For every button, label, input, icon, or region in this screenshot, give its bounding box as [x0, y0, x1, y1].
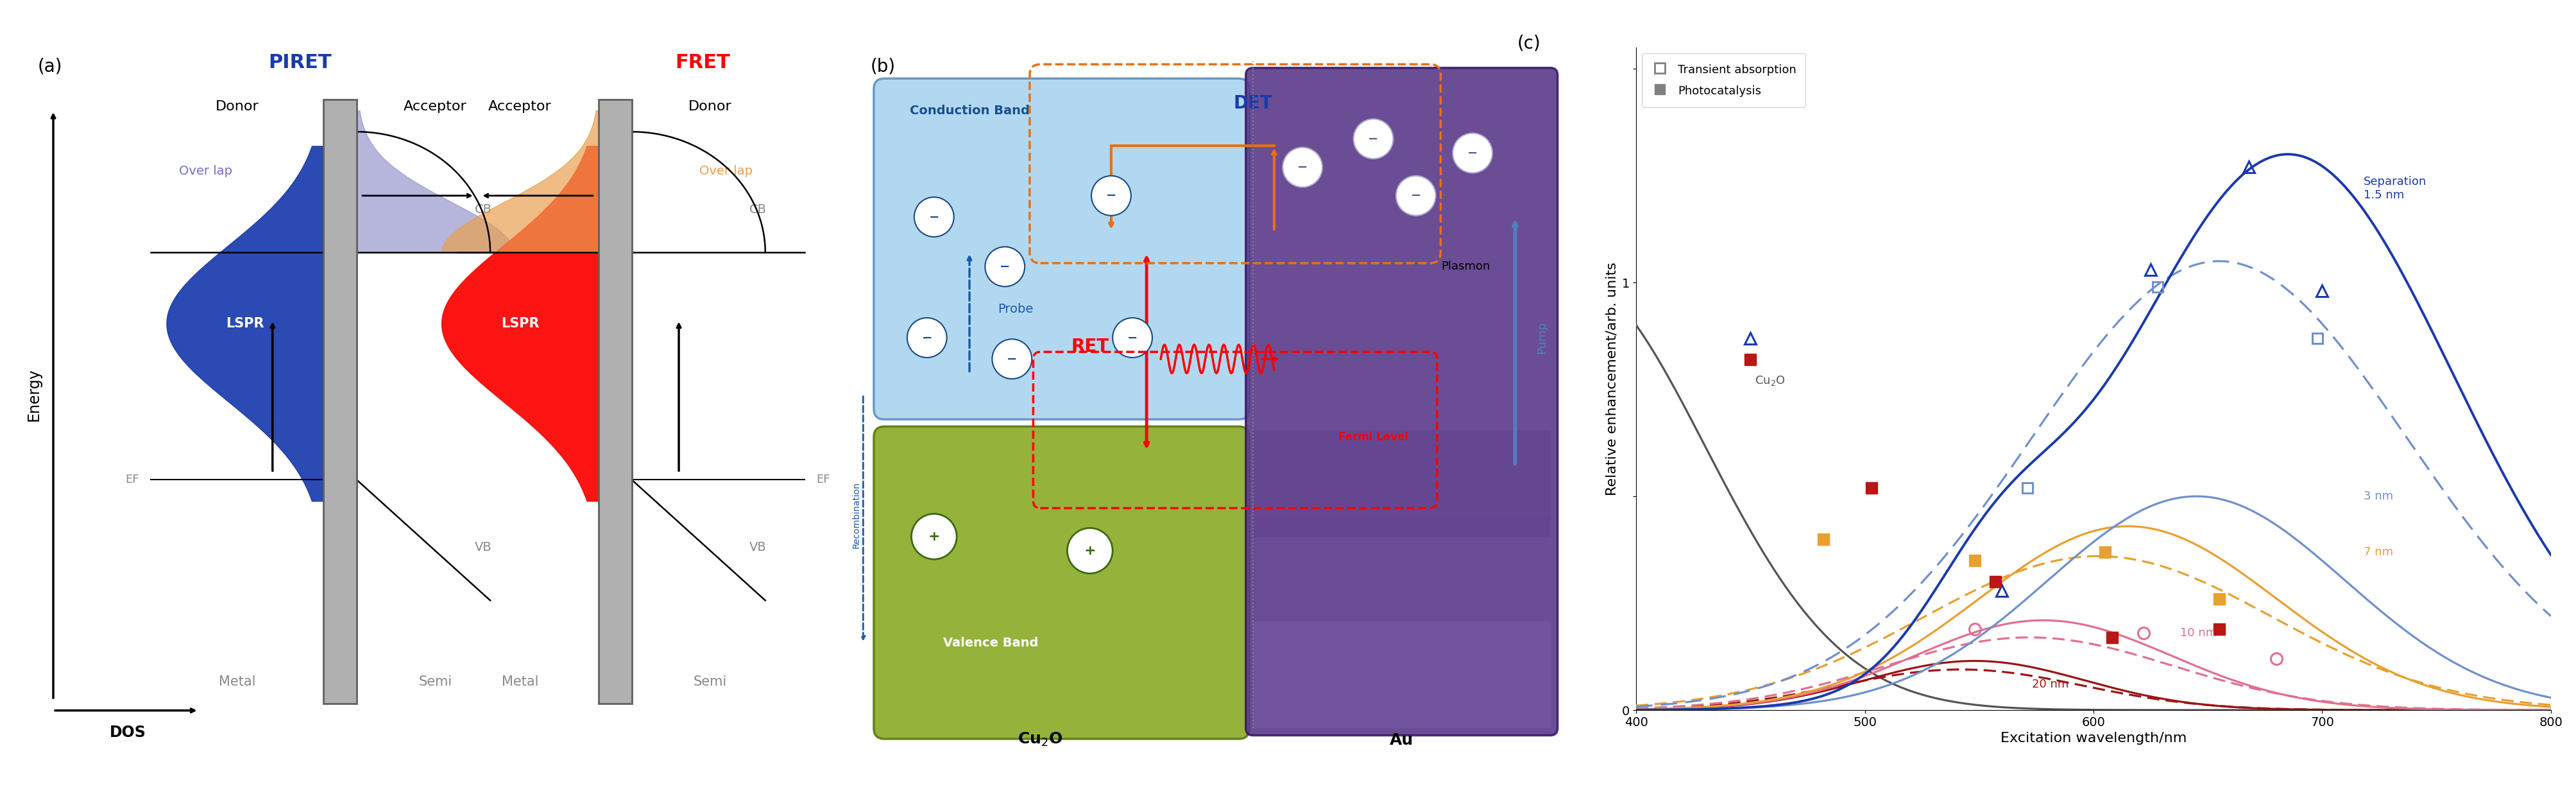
FancyBboxPatch shape — [1252, 622, 1551, 728]
Text: Metal: Metal — [502, 675, 538, 688]
Text: VB: VB — [750, 541, 768, 553]
Text: Fermi Level: Fermi Level — [1337, 432, 1409, 443]
Text: 10 nm: 10 nm — [2179, 627, 2215, 639]
Text: (b): (b) — [871, 57, 894, 75]
Text: −: − — [1368, 133, 1378, 145]
Text: Acceptor: Acceptor — [489, 100, 551, 113]
Text: Probe: Probe — [997, 303, 1033, 316]
Text: CB: CB — [474, 204, 492, 216]
Text: EF: EF — [126, 474, 139, 485]
Text: Pump: Pump — [1535, 321, 1548, 354]
Text: LSPR: LSPR — [227, 317, 265, 330]
Text: 20 nm: 20 nm — [2032, 679, 2069, 690]
Text: −: − — [1466, 147, 1479, 159]
Circle shape — [1066, 528, 1113, 574]
Text: (c): (c) — [1517, 34, 1540, 52]
Text: (a): (a) — [39, 57, 62, 75]
Text: −: − — [1007, 353, 1018, 365]
Text: Conduction Band: Conduction Band — [909, 104, 1030, 117]
Circle shape — [1283, 148, 1321, 187]
Bar — [598, 99, 631, 704]
Text: +: + — [1084, 544, 1095, 557]
Text: LSPR: LSPR — [500, 317, 538, 330]
Circle shape — [912, 514, 956, 559]
Text: −: − — [1105, 189, 1115, 202]
Text: RET: RET — [1072, 338, 1108, 356]
Circle shape — [914, 197, 953, 237]
Circle shape — [1453, 133, 1492, 173]
FancyBboxPatch shape — [1252, 430, 1551, 537]
Circle shape — [984, 247, 1025, 286]
Circle shape — [1113, 318, 1151, 357]
FancyBboxPatch shape — [873, 79, 1249, 420]
Text: EF: EF — [817, 474, 829, 485]
Circle shape — [1396, 176, 1435, 215]
Text: Valence Band: Valence Band — [943, 637, 1038, 649]
Legend: Transient absorption, Photocatalysis: Transient absorption, Photocatalysis — [1641, 53, 1806, 107]
Text: Donor: Donor — [216, 100, 258, 113]
Text: −: − — [1296, 161, 1309, 174]
Text: Semi: Semi — [693, 675, 726, 688]
Text: DET: DET — [1234, 95, 1273, 112]
Text: Semi: Semi — [417, 675, 451, 688]
Text: DOS: DOS — [111, 724, 147, 740]
Text: Plasmon: Plasmon — [1440, 261, 1489, 272]
Text: Energy: Energy — [26, 368, 41, 421]
Text: Over lap: Over lap — [180, 165, 232, 177]
Text: −: − — [1409, 189, 1422, 202]
Text: 3 nm: 3 nm — [2362, 491, 2393, 502]
Text: Donor: Donor — [688, 100, 732, 113]
FancyBboxPatch shape — [873, 426, 1249, 739]
Text: 7 nm: 7 nm — [2362, 546, 2393, 558]
Text: Over lap: Over lap — [698, 165, 752, 177]
Text: −: − — [1126, 331, 1139, 344]
Text: −: − — [922, 331, 933, 344]
Text: Separation
1.5 nm: Separation 1.5 nm — [2362, 176, 2427, 201]
Text: PIRET: PIRET — [268, 53, 332, 72]
FancyBboxPatch shape — [1252, 515, 1551, 622]
Circle shape — [907, 318, 945, 357]
Circle shape — [992, 339, 1030, 379]
Bar — [325, 99, 355, 704]
Text: CB: CB — [750, 204, 768, 216]
Text: Au: Au — [1388, 733, 1414, 748]
Text: −: − — [927, 211, 940, 223]
Text: Recombination: Recombination — [853, 482, 860, 548]
Text: −: − — [999, 260, 1010, 273]
Text: FRET: FRET — [675, 53, 729, 72]
Circle shape — [1092, 176, 1131, 215]
Text: Cu$_2$O: Cu$_2$O — [1018, 731, 1061, 748]
Y-axis label: Relative enhancement/arb. units: Relative enhancement/arb. units — [1605, 262, 1618, 495]
Text: Acceptor: Acceptor — [404, 100, 466, 113]
Text: Metal: Metal — [219, 675, 255, 688]
Text: Cu$_2$O: Cu$_2$O — [1754, 375, 1785, 387]
Circle shape — [1352, 119, 1394, 159]
X-axis label: Excitation wavelength/nm: Excitation wavelength/nm — [1999, 732, 2187, 745]
FancyBboxPatch shape — [1247, 68, 1558, 735]
Text: VB: VB — [474, 541, 492, 553]
Text: +: + — [927, 530, 940, 543]
